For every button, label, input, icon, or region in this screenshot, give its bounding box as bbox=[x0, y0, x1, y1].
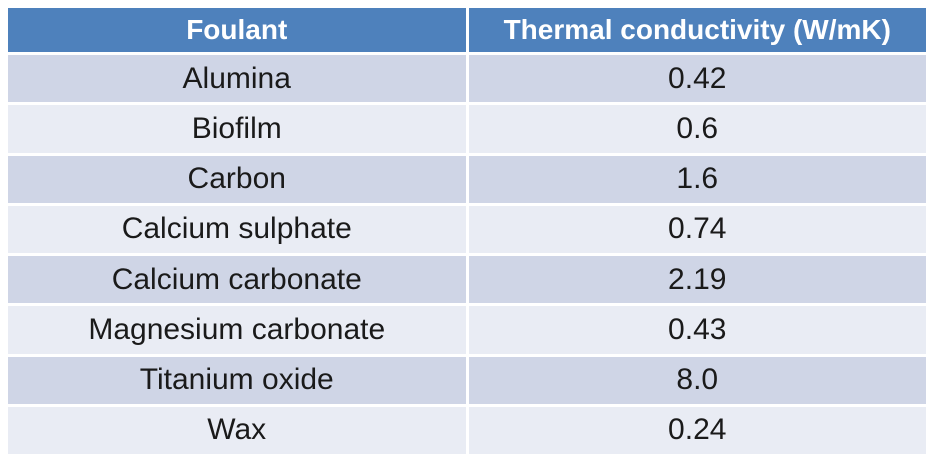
value-cell: 0.24 bbox=[468, 406, 926, 454]
foulant-cell: Carbon bbox=[8, 155, 466, 203]
foulant-cell: Titanium oxide bbox=[8, 356, 466, 404]
value-cell: 0.43 bbox=[468, 306, 926, 354]
foulant-cell: Wax bbox=[8, 406, 466, 454]
column-header-foulant: Foulant bbox=[8, 8, 466, 52]
value-cell: 0.42 bbox=[468, 55, 926, 103]
column-header-thermal-conductivity: Thermal conductivity (W/mK) bbox=[468, 8, 926, 52]
foulant-cell: Biofilm bbox=[8, 105, 466, 153]
value-cell: 0.74 bbox=[468, 205, 926, 253]
value-cell: 0.6 bbox=[468, 105, 926, 153]
foulant-cell: Magnesium carbonate bbox=[8, 306, 466, 354]
foulant-cell: Calcium sulphate bbox=[8, 205, 466, 253]
value-cell: 8.0 bbox=[468, 356, 926, 404]
value-cell: 2.19 bbox=[468, 256, 926, 304]
foulant-cell: Calcium carbonate bbox=[8, 256, 466, 304]
value-cell: 1.6 bbox=[468, 155, 926, 203]
foulant-conductivity-table: Foulant Thermal conductivity (W/mK) Alum… bbox=[8, 8, 926, 454]
foulant-cell: Alumina bbox=[8, 55, 466, 103]
